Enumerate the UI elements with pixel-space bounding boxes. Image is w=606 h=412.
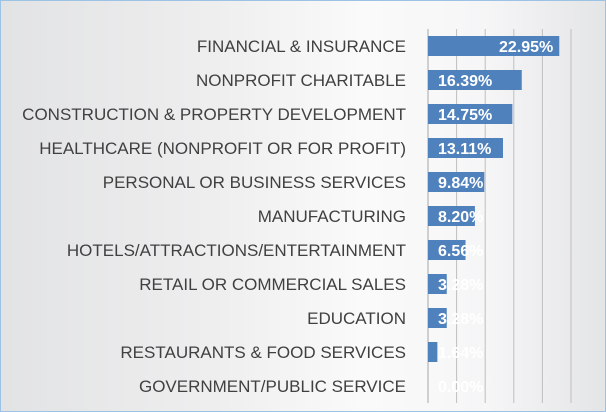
- category-label: HOTELS/ATTRACTIONS/ENTERTAINMENT: [67, 241, 406, 260]
- bar: [428, 342, 438, 362]
- bars: [428, 36, 560, 362]
- data-label: 22.95%: [499, 39, 553, 56]
- category-label: RETAIL OR COMMERCIAL SALES: [139, 275, 406, 294]
- gridlines: [427, 29, 572, 403]
- data-label: 8.20%: [438, 209, 483, 226]
- category-label: CONSTRUCTION & PROPERTY DEVELOPMENT: [22, 105, 406, 124]
- bar: [428, 308, 447, 328]
- bar: [428, 104, 513, 124]
- data-label: 16.39%: [438, 73, 492, 90]
- bar: [428, 206, 475, 226]
- bar: [428, 172, 485, 192]
- category-label: GOVERNMENT/PUBLIC SERVICE: [139, 377, 406, 396]
- data-label: 14.75%: [438, 107, 492, 124]
- data-label: 1.64%: [438, 345, 483, 362]
- category-label: FINANCIAL & INSURANCE: [197, 37, 406, 56]
- category-label: NONPROFIT CHARITABLE: [196, 71, 406, 90]
- data-label: 9.84%: [438, 175, 483, 192]
- bar: [428, 70, 522, 90]
- category-label: RESTAURANTS & FOOD SERVICES: [120, 343, 406, 362]
- bar: [428, 138, 503, 158]
- value-labels: 22.95% 16.39% 14.75% 13.11% 9.84% 8.20% 6.56% 3…: [438, 39, 553, 396]
- data-label: 13.11%: [438, 141, 491, 158]
- bar: [428, 274, 447, 294]
- data-label: 3.28%: [438, 277, 483, 294]
- data-label: 6.56%: [438, 243, 483, 260]
- data-label: 0.00%: [438, 379, 483, 396]
- category-labels: FINANCIAL & INSURANCE NONPROFIT CHARITABL…: [22, 37, 406, 396]
- category-label: PERSONAL OR BUSINESS SERVICES: [103, 173, 406, 192]
- category-label: HEALTHCARE (NONPROFIT OR FOR PROFIT): [39, 139, 406, 158]
- bar: [428, 36, 560, 56]
- data-label: 3.28%: [438, 311, 483, 328]
- category-label: EDUCATION: [307, 309, 406, 328]
- category-label: MANUFACTURING: [258, 207, 406, 226]
- bar: [428, 240, 466, 260]
